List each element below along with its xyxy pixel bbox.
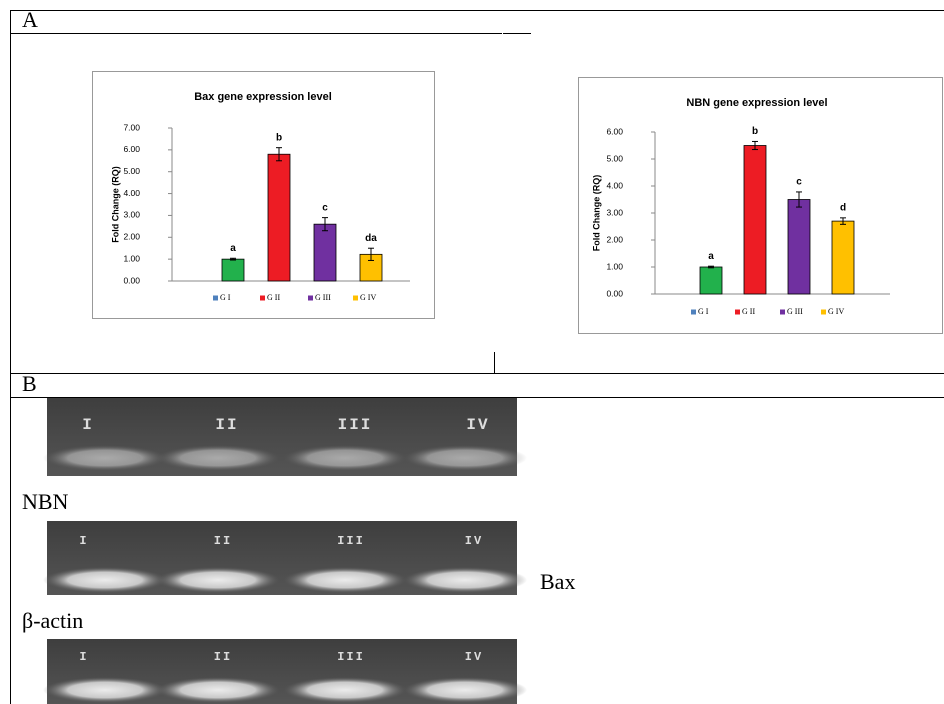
y-tick-label: 3.00 <box>123 210 140 220</box>
gel-band <box>43 445 167 471</box>
legend-swatch <box>260 296 265 301</box>
gel-band <box>283 677 407 703</box>
y-tick-label: 7.00 <box>123 122 140 132</box>
legend-swatch <box>353 296 358 301</box>
panel-label: B <box>22 371 37 396</box>
lane-label: III <box>337 650 365 664</box>
gel-band <box>43 567 167 593</box>
gel-label: β-actin <box>22 608 83 633</box>
legend-swatch <box>735 310 740 315</box>
y-tick-label: 2.00 <box>123 232 140 242</box>
y-axis-label: Fold Change (RQ) <box>110 166 120 243</box>
y-tick-label: 0.00 <box>123 275 140 285</box>
gel-band <box>283 445 407 471</box>
significance-label: da <box>365 233 377 244</box>
gel-band <box>156 677 280 703</box>
gel-band <box>156 445 280 471</box>
lane-label: III <box>337 534 365 548</box>
lane-label: III <box>338 416 373 434</box>
lane-label: I <box>79 650 88 664</box>
legend-label: G III <box>787 307 803 316</box>
lane-label: IV <box>466 416 489 434</box>
y-tick-label: 4.00 <box>606 180 623 190</box>
legend-label: G III <box>315 293 331 302</box>
legend-swatch <box>780 310 785 315</box>
gel-band <box>403 677 527 703</box>
bar <box>788 200 810 295</box>
legend-label: G I <box>698 307 709 316</box>
significance-label: b <box>276 132 282 143</box>
lane-label: IV <box>465 650 483 664</box>
lane-label: II <box>215 416 238 434</box>
significance-label: d <box>840 203 846 214</box>
significance-label: c <box>796 177 802 188</box>
significance-label: c <box>322 202 328 213</box>
legend-swatch <box>308 296 313 301</box>
legend-swatch <box>691 310 696 315</box>
bar <box>268 154 290 281</box>
y-tick-label: 3.00 <box>606 207 623 217</box>
page: {"chart_data": [ {"type": "bar", "title"… <box>0 0 944 704</box>
gel-band <box>403 567 527 593</box>
legend-label: G II <box>267 293 280 302</box>
lane-label: II <box>214 534 232 548</box>
y-axis-label: Fold Change (RQ) <box>591 175 601 252</box>
chart-title: NBN gene expression level <box>686 97 827 109</box>
gel-label: NBN <box>22 489 69 514</box>
chart-title: Bax gene expression level <box>194 91 332 103</box>
y-tick-label: 2.00 <box>606 234 623 244</box>
bar <box>832 221 854 294</box>
bar <box>222 259 244 281</box>
lane-label: IV <box>465 534 483 548</box>
lane-label: I <box>82 416 94 434</box>
bar <box>314 224 336 281</box>
significance-label: a <box>708 251 714 262</box>
y-tick-label: 4.00 <box>123 188 140 198</box>
gel-band <box>43 677 167 703</box>
y-tick-label: 0.00 <box>606 288 623 298</box>
gel-label: Bax <box>540 569 575 594</box>
y-tick-label: 1.00 <box>606 261 623 271</box>
lane-label: II <box>214 650 232 664</box>
legend-label: G IV <box>828 307 844 316</box>
legend-swatch <box>213 296 218 301</box>
lane-label: I <box>79 534 88 548</box>
gel-band <box>156 567 280 593</box>
legend-swatch <box>821 310 826 315</box>
significance-label: b <box>752 126 758 137</box>
legend-label: G I <box>220 293 231 302</box>
y-tick-label: 1.00 <box>123 253 140 263</box>
significance-label: a <box>230 243 236 254</box>
bar <box>700 267 722 294</box>
y-tick-label: 6.00 <box>123 144 140 154</box>
gel-band <box>283 567 407 593</box>
gel-band <box>403 445 527 471</box>
y-tick-label: 5.00 <box>123 166 140 176</box>
y-tick-label: 5.00 <box>606 153 623 163</box>
legend-label: G II <box>742 307 755 316</box>
panel-label: A <box>22 7 38 32</box>
legend-label: G IV <box>360 293 376 302</box>
bar <box>744 146 766 295</box>
figure: A B NBN β-actin Bax Bax gene expression … <box>0 0 944 704</box>
y-tick-label: 6.00 <box>606 126 623 136</box>
